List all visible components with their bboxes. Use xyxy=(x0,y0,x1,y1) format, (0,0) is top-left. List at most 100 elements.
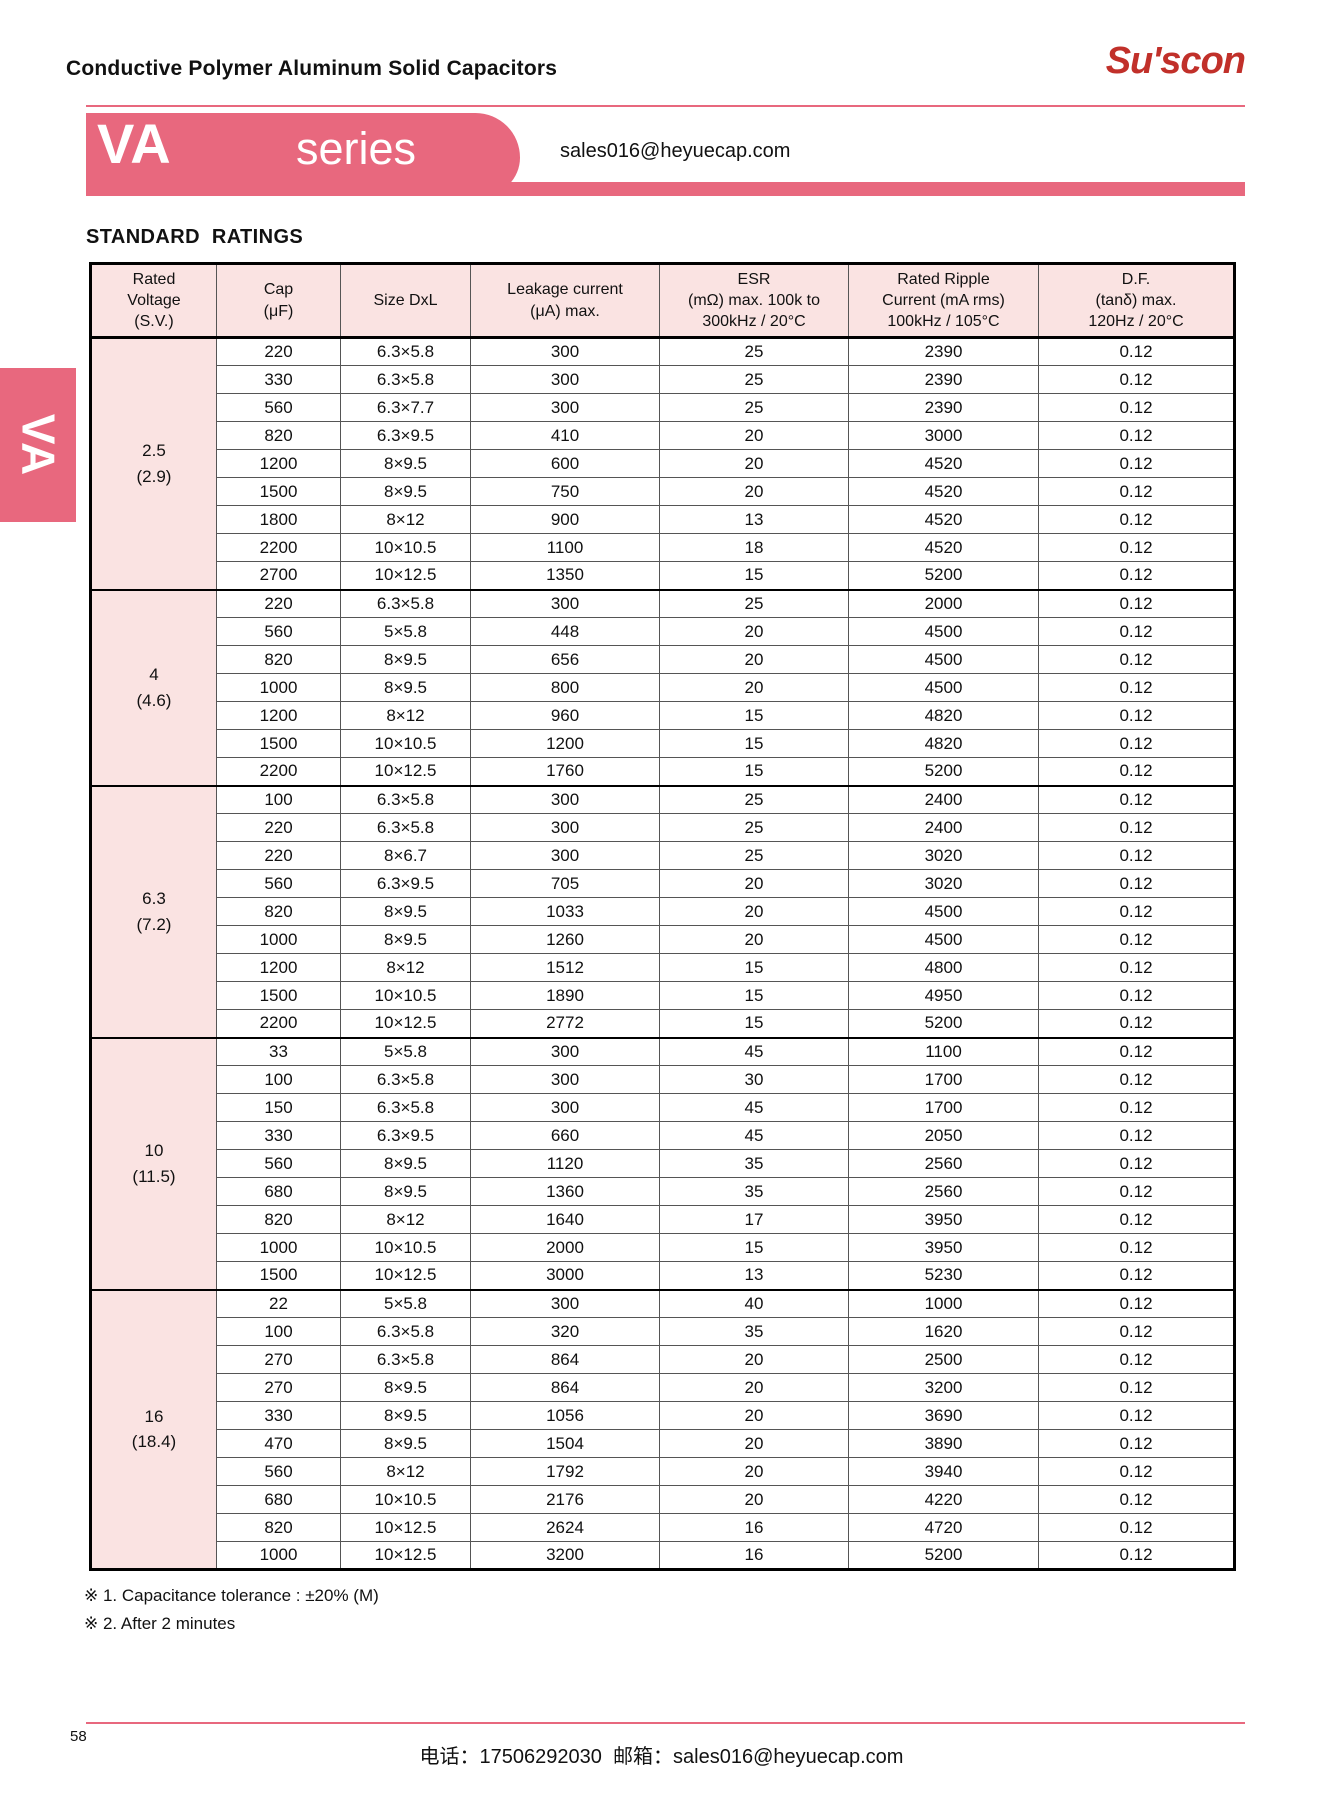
table-cell: 1500 xyxy=(216,729,341,758)
table-cell: 1760 xyxy=(470,757,660,786)
table-cell: 820 xyxy=(216,1513,341,1542)
table-cell: 0.12 xyxy=(1038,505,1235,534)
table-cell: 0.12 xyxy=(1038,588,1235,618)
voltage-group-cell: 4 (4.6) xyxy=(90,588,217,786)
table-cell: 3020 xyxy=(848,869,1039,898)
table-cell: 3940 xyxy=(848,1457,1039,1486)
table-cell: 10×10.5 xyxy=(340,729,471,758)
table-cell: 35 xyxy=(659,1177,849,1206)
table-cell: 20 xyxy=(659,477,849,506)
table-cell: 6.3×5.8 xyxy=(340,784,471,814)
table-row: 820 8×12 1640 17 3950 0.12 xyxy=(91,1205,1235,1234)
table-cell: 410 xyxy=(470,421,660,450)
table-cell: 660 xyxy=(470,1121,660,1150)
table-cell: 10×12.5 xyxy=(340,561,471,590)
table-cell: 1700 xyxy=(848,1065,1039,1094)
table-cell: 0.12 xyxy=(1038,1121,1235,1150)
table-row: 150 6.3×5.8 300 45 1700 0.12 xyxy=(91,1093,1235,1122)
table-cell: 2390 xyxy=(848,337,1039,366)
table-cell: 1033 xyxy=(470,897,660,926)
table-cell: 0.12 xyxy=(1038,784,1235,814)
column-header: D.F. (tanδ) max. 120Hz / 20°C xyxy=(1038,263,1235,339)
table-row: 10 (11.5) 33 5×5.8 300 45 1100 0.12 xyxy=(90,1036,1235,1290)
table-cell: 600 xyxy=(470,449,660,478)
table-row: 820 10×12.5 2624 16 4720 0.12 xyxy=(91,1513,1235,1542)
table-cell: 0.12 xyxy=(1038,813,1235,842)
table-row: 100 6.3×5.8 300 30 1700 0.12 xyxy=(91,1065,1235,1094)
table-cell: 320 xyxy=(470,1317,660,1346)
table-cell: 1890 xyxy=(470,981,660,1010)
table-cell: 8×9.5 xyxy=(340,897,471,926)
column-header: Leakage current (μA) max. xyxy=(470,263,660,339)
section-title: STANDARD RATINGS xyxy=(86,226,304,248)
table-cell: 560 xyxy=(216,617,341,646)
table-cell: 20 xyxy=(659,1373,849,1402)
table-cell: 25 xyxy=(659,365,849,394)
table-cell: 8×9.5 xyxy=(340,1149,471,1178)
table-cell: 1640 xyxy=(470,1205,660,1234)
table-cell: 6.3×5.8 xyxy=(340,813,471,842)
table-cell: 1000 xyxy=(216,1541,341,1570)
table-cell: 3690 xyxy=(848,1401,1039,1430)
table-cell: 20 xyxy=(659,1345,849,1374)
table-cell: 300 xyxy=(470,813,660,842)
table-row: 1200 8×12 960 15 4820 0.12 xyxy=(91,701,1235,730)
table-cell: 4500 xyxy=(848,645,1039,674)
table-row: 820 8×9.5 1033 20 4500 0.12 xyxy=(91,897,1235,926)
table-cell: 3200 xyxy=(848,1373,1039,1402)
table-cell: 0.12 xyxy=(1038,953,1235,982)
table-cell: 4520 xyxy=(848,505,1039,534)
standard-ratings-table: Rated Voltage (S.V.) Cap (μF) Size DxL Leak… xyxy=(89,262,1236,1571)
table-cell: 1792 xyxy=(470,1457,660,1486)
table-cell: 25 xyxy=(659,813,849,842)
table-cell: 20 xyxy=(659,1401,849,1430)
table-cell: 6.3×5.8 xyxy=(340,1345,471,1374)
table-cell: 6.3×5.8 xyxy=(340,365,471,394)
table-cell: 1350 xyxy=(470,561,660,590)
table-cell: 30 xyxy=(659,1065,849,1094)
table-cell: 220 xyxy=(216,813,341,842)
table-cell: 705 xyxy=(470,869,660,898)
table-cell: 1500 xyxy=(216,981,341,1010)
table-cell: 4520 xyxy=(848,533,1039,562)
table-cell: 6.3×9.5 xyxy=(340,869,471,898)
table-cell: 8×9.5 xyxy=(340,925,471,954)
table-cell: 820 xyxy=(216,645,341,674)
table-cell: 0.12 xyxy=(1038,1317,1235,1346)
table-cell: 0.12 xyxy=(1038,1513,1235,1542)
table-cell: 300 xyxy=(470,1093,660,1122)
footnote: ※ 1. Capacitance tolerance : ±20% (M) xyxy=(84,1586,379,1605)
table-cell: 0.12 xyxy=(1038,561,1235,590)
voltage-group-cell: 6.3 (7.2) xyxy=(90,784,217,1038)
table-row: 1800 8×12 900 13 4520 0.12 xyxy=(91,505,1235,534)
table-cell: 0.12 xyxy=(1038,533,1235,562)
table-row: 2200 10×10.5 1100 18 4520 0.12 xyxy=(91,533,1235,562)
table-cell: 15 xyxy=(659,757,849,786)
brand-logo: Su'scon xyxy=(1105,40,1246,82)
page-number: 58 xyxy=(70,1728,87,1745)
column-header: ESR (mΩ) max. 100k to 300kHz / 20°C xyxy=(659,263,849,339)
table-cell: 1000 xyxy=(216,1233,341,1262)
table-cell: 6.3×5.8 xyxy=(340,588,471,618)
table-cell: 4500 xyxy=(848,925,1039,954)
table-row: 330 6.3×5.8 300 25 2390 0.12 xyxy=(91,365,1235,394)
table-cell: 8×6.7 xyxy=(340,841,471,870)
table-cell: 33 xyxy=(216,1036,341,1066)
table-cell: 656 xyxy=(470,645,660,674)
table-cell: 6.3×5.8 xyxy=(340,1317,471,1346)
table-row: 1000 10×10.5 2000 15 3950 0.12 xyxy=(91,1233,1235,1262)
table-cell: 0.12 xyxy=(1038,393,1235,422)
table-cell: 4820 xyxy=(848,701,1039,730)
table-cell: 560 xyxy=(216,1149,341,1178)
table-cell: 680 xyxy=(216,1485,341,1514)
table-cell: 15 xyxy=(659,729,849,758)
table-cell: 3950 xyxy=(848,1233,1039,1262)
table-cell: 8×9.5 xyxy=(340,1429,471,1458)
table-cell: 15 xyxy=(659,1233,849,1262)
table-cell: 800 xyxy=(470,673,660,702)
table-cell: 2050 xyxy=(848,1121,1039,1150)
table-cell: 270 xyxy=(216,1345,341,1374)
table-cell: 0.12 xyxy=(1038,729,1235,758)
table-cell: 0.12 xyxy=(1038,617,1235,646)
table-cell: 1100 xyxy=(470,533,660,562)
